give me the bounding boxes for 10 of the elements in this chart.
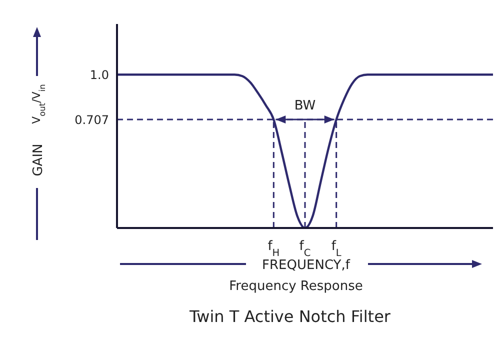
y-axis-title: GAIN bbox=[31, 144, 46, 176]
annotation: BW bbox=[294, 98, 316, 114]
y-tick-label: 0.707 bbox=[74, 112, 109, 127]
x-tick-label: f$_{H}$ bbox=[268, 239, 280, 258]
y-tick-label: 1.0 bbox=[90, 68, 109, 82]
x-tick-label: f$_{C}$ bbox=[299, 239, 311, 258]
x-axis-title: FREQUENCY,f bbox=[262, 258, 350, 273]
x-tick-label: f$_{L}$ bbox=[331, 239, 342, 258]
text: Frequency Response bbox=[229, 279, 363, 294]
text: Twin T Active Notch Filter bbox=[188, 307, 391, 326]
